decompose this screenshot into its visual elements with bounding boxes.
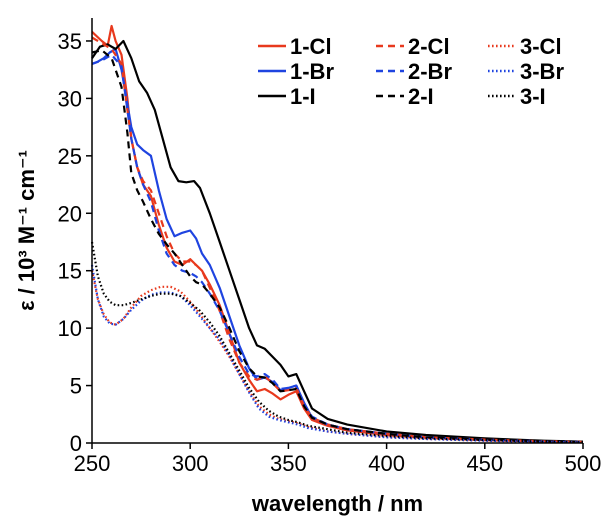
x-tick-label: 300 — [172, 451, 209, 476]
y-tick-label: 30 — [58, 86, 82, 111]
y-tick-label: 5 — [70, 374, 82, 399]
legend-label: 3-Cl — [520, 34, 562, 59]
x-tick-label: 250 — [74, 451, 111, 476]
y-tick-label: 25 — [58, 144, 82, 169]
legend-label: 2-I — [408, 84, 434, 109]
y-tick-label: 0 — [70, 431, 82, 456]
series-line-3-i — [90, 241, 584, 444]
legend-label: 2-Br — [408, 59, 452, 84]
legend-label: 3-I — [520, 84, 546, 109]
legend-label: 3-Br — [520, 59, 564, 84]
legend-label: 1-I — [290, 84, 316, 109]
series-layer — [90, 24, 584, 444]
series-line-3-cl — [90, 270, 584, 444]
y-tick-label: 15 — [58, 259, 82, 284]
series-line-2-br — [91, 53, 584, 443]
series-line-2-cl — [91, 36, 584, 443]
legend-label: 2-Cl — [408, 34, 450, 59]
y-tick-label: 20 — [58, 201, 82, 226]
legend: 1-Cl1-Br1-I 2-Cl2-Br2-I 3-Cl3-Br3-I — [258, 34, 564, 109]
y-axis-ticks: 0 5 10 15 20 25 30 35 — [58, 29, 92, 456]
y-tick-label: 10 — [58, 316, 82, 341]
x-tick-label: 350 — [270, 451, 307, 476]
series-line-3-br — [90, 264, 584, 444]
series-line-1-i — [91, 39, 584, 443]
y-tick-label: 35 — [58, 29, 82, 54]
x-tick-label: 500 — [565, 451, 602, 476]
x-axis-ticks: 250 300 350 400 450 500 — [74, 443, 602, 476]
legend-label: 1-Br — [290, 59, 334, 84]
legend-label: 1-Cl — [290, 34, 332, 59]
x-tick-label: 450 — [466, 451, 503, 476]
series-line-2-i — [91, 49, 584, 443]
x-axis-title: wavelength / nm — [251, 491, 423, 516]
x-tick-label: 400 — [368, 451, 405, 476]
y-axis-title: ε / 10³ M⁻¹ cm⁻¹ — [14, 150, 39, 311]
